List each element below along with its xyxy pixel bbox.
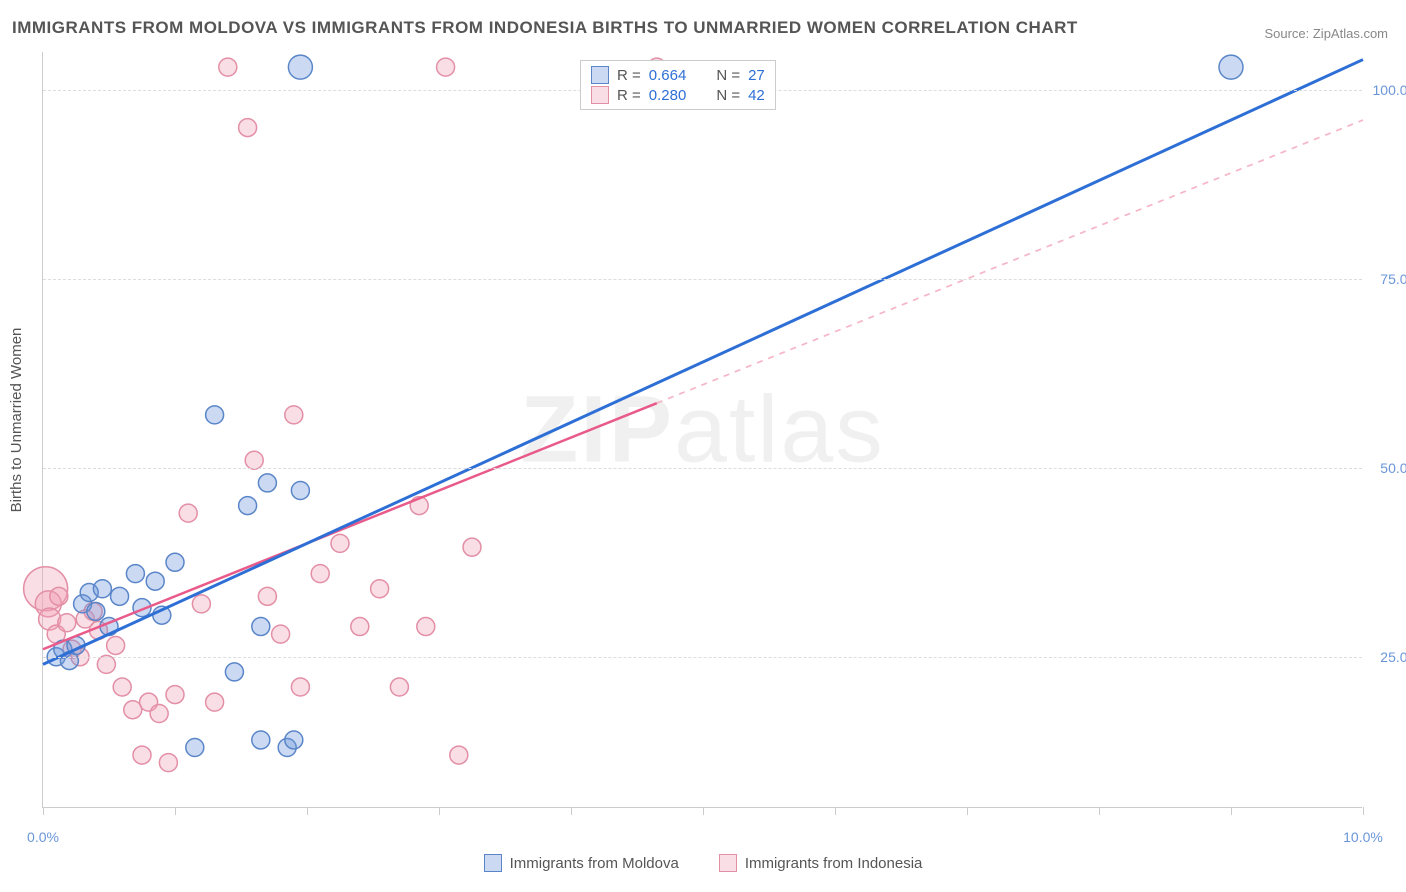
indonesia-point: [150, 705, 168, 723]
y-tick-label: 50.0%: [1380, 460, 1406, 476]
indonesia-point: [192, 595, 210, 613]
indonesia-point: [258, 587, 276, 605]
y-tick-label: 25.0%: [1380, 649, 1406, 665]
r-value-moldova: 0.664: [649, 67, 687, 84]
moldova-point: [111, 587, 129, 605]
moldova-point: [1219, 55, 1243, 79]
indonesia-point: [179, 504, 197, 522]
indonesia-point: [107, 636, 125, 654]
moldova-point: [206, 406, 224, 424]
x-tick: [175, 807, 176, 815]
y-tick-label: 75.0%: [1380, 271, 1406, 287]
indonesia-point: [58, 614, 76, 632]
gridline: [43, 468, 1362, 469]
n-label: N =: [716, 87, 740, 104]
x-tick: [1363, 807, 1364, 815]
r-label: R =: [617, 87, 641, 104]
indonesia-point: [371, 580, 389, 598]
moldova-point: [146, 572, 164, 590]
moldova-trendline: [43, 60, 1363, 665]
indonesia-point: [437, 58, 455, 76]
moldova-point: [291, 481, 309, 499]
n-value-moldova: 27: [748, 67, 765, 84]
r-value-indonesia: 0.280: [649, 87, 687, 104]
moldova-point: [186, 739, 204, 757]
indonesia-point: [463, 538, 481, 556]
r-label: R =: [617, 67, 641, 84]
correlation-legend: R = 0.664 N = 27 R = 0.280 N = 42: [580, 60, 776, 110]
legend-row-indonesia: R = 0.280 N = 42: [591, 85, 765, 105]
moldova-point: [166, 553, 184, 571]
legend-swatch-indonesia-bottom: [719, 854, 737, 872]
indonesia-point: [390, 678, 408, 696]
moldova-point: [225, 663, 243, 681]
indonesia-point: [50, 587, 68, 605]
moldova-point: [285, 731, 303, 749]
chart-title: IMMIGRANTS FROM MOLDOVA VS IMMIGRANTS FR…: [12, 18, 1078, 38]
indonesia-point: [417, 618, 435, 636]
indonesia-point: [113, 678, 131, 696]
indonesia-point: [219, 58, 237, 76]
legend-item-indonesia: Immigrants from Indonesia: [719, 854, 923, 872]
moldova-point: [126, 565, 144, 583]
moldova-point: [87, 602, 105, 620]
indonesia-point: [272, 625, 290, 643]
series-legend: Immigrants from Moldova Immigrants from …: [0, 854, 1406, 872]
x-tick: [835, 807, 836, 815]
indonesia-trendline-dashed: [657, 120, 1363, 403]
legend-swatch-indonesia: [591, 86, 609, 104]
indonesia-point: [206, 693, 224, 711]
source-attribution: Source: ZipAtlas.com: [1264, 26, 1388, 41]
x-tick-label: 0.0%: [27, 829, 59, 845]
x-tick: [1231, 807, 1232, 815]
x-tick-label: 10.0%: [1343, 829, 1383, 845]
indonesia-trendline: [43, 403, 657, 649]
indonesia-point: [291, 678, 309, 696]
indonesia-point: [133, 746, 151, 764]
indonesia-point: [311, 565, 329, 583]
x-tick: [967, 807, 968, 815]
x-tick: [307, 807, 308, 815]
indonesia-point: [245, 451, 263, 469]
indonesia-point: [331, 534, 349, 552]
legend-label-indonesia: Immigrants from Indonesia: [745, 855, 923, 872]
n-value-indonesia: 42: [748, 87, 765, 104]
legend-row-moldova: R = 0.664 N = 27: [591, 65, 765, 85]
indonesia-point: [351, 618, 369, 636]
chart-container: IMMIGRANTS FROM MOLDOVA VS IMMIGRANTS FR…: [0, 0, 1406, 892]
gridline: [43, 657, 1362, 658]
moldova-point: [252, 618, 270, 636]
moldova-point: [252, 731, 270, 749]
indonesia-point: [450, 746, 468, 764]
n-label: N =: [716, 67, 740, 84]
y-axis-label: Births to Unmarried Women: [8, 328, 25, 513]
x-tick: [439, 807, 440, 815]
legend-item-moldova: Immigrants from Moldova: [484, 854, 679, 872]
x-tick: [1099, 807, 1100, 815]
chart-svg: [43, 52, 1362, 807]
moldova-point: [288, 55, 312, 79]
x-tick: [703, 807, 704, 815]
moldova-point: [93, 580, 111, 598]
plot-area: ZIPatlas 25.0%50.0%75.0%100.0%0.0%10.0%: [42, 52, 1362, 808]
moldova-point: [239, 497, 257, 515]
indonesia-point: [97, 655, 115, 673]
moldova-point: [258, 474, 276, 492]
x-tick: [43, 807, 44, 815]
legend-swatch-moldova: [591, 66, 609, 84]
legend-swatch-moldova-bottom: [484, 854, 502, 872]
x-tick: [571, 807, 572, 815]
indonesia-point: [159, 754, 177, 772]
indonesia-point: [239, 119, 257, 137]
indonesia-point: [166, 686, 184, 704]
y-tick-label: 100.0%: [1373, 82, 1406, 98]
indonesia-point: [285, 406, 303, 424]
gridline: [43, 279, 1362, 280]
legend-label-moldova: Immigrants from Moldova: [510, 855, 679, 872]
